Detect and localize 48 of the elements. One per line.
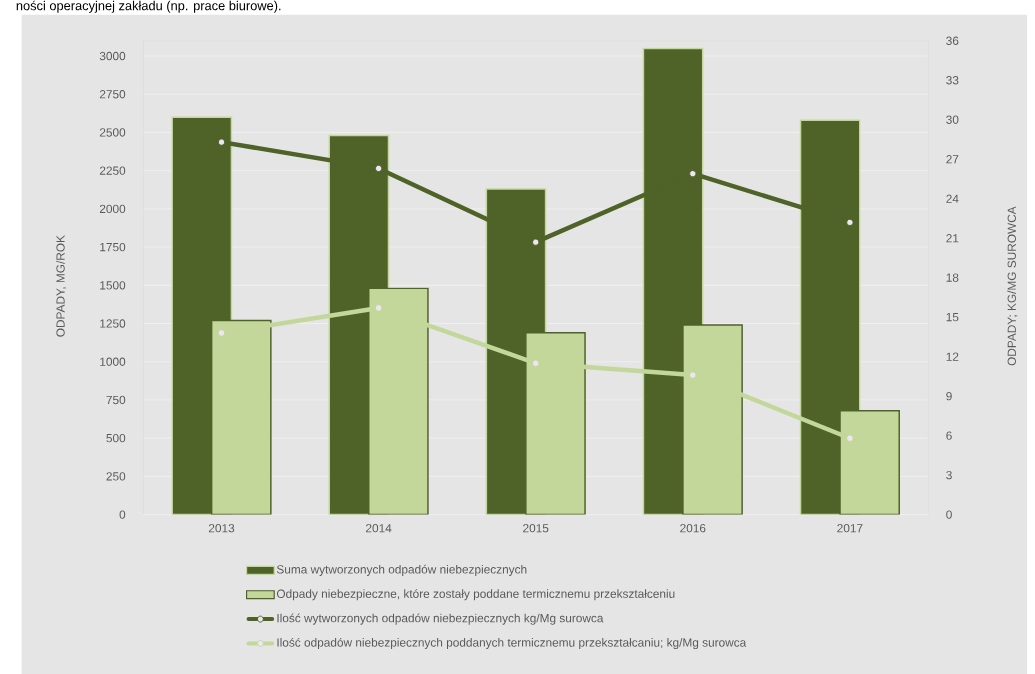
x-tick-label: 2017	[837, 524, 863, 533]
y-tick-label: 1250	[100, 319, 126, 328]
point	[689, 371, 697, 379]
y2-tick-label: 27	[946, 155, 959, 164]
y2-tick-label: 6	[946, 431, 952, 440]
point	[374, 304, 383, 312]
y2-tick-label: 3	[946, 470, 952, 480]
y-tick-label: 250	[106, 472, 126, 481]
legend-label: Ilość wytworzonych odpadów niebezpiecznych kg/Mg surowca	[277, 613, 604, 625]
y-tick-label: 500	[106, 433, 126, 443]
y-tick-label: 1000	[100, 357, 126, 366]
y2-tick-label: 21	[946, 234, 959, 243]
y-tick-label: 3000	[99, 51, 126, 61]
y2-tick-label: 9	[946, 391, 952, 401]
point	[846, 218, 854, 227]
y2-tick-label: 12	[946, 352, 959, 361]
legend-label: Odpady niebezpieczne, które zostały poddane termicznemu przekształceniu	[276, 589, 675, 601]
y-tick-label: 0	[119, 510, 126, 519]
point	[217, 329, 226, 337]
point	[846, 434, 854, 442]
y-axis-title: ODPADY, MG/ROK	[56, 235, 67, 337]
y2-tick-label: 15	[946, 313, 959, 322]
x-tick-label: 2015	[523, 524, 549, 533]
y2-tick-label: 0	[946, 510, 952, 519]
point	[374, 164, 383, 173]
y2-tick-label: 36	[946, 36, 959, 45]
y-tick-label: 2000	[99, 204, 126, 214]
legend-label: Ilość odpadów niebezpiecznych poddanych termicznemu przekształcaniu; kg/Mg surowca	[277, 637, 747, 650]
y2-tick-label: 33	[946, 76, 959, 85]
y2-axis-title: ODPADY; KG/MG SUROWCA	[1007, 206, 1018, 366]
y-tick-label: 2250	[99, 166, 126, 175]
y-tick-label: 1500	[100, 281, 126, 290]
y2-tick-label: 24	[946, 194, 959, 203]
x-tick-label: 2013	[208, 524, 235, 533]
point	[217, 138, 226, 146]
y-tick-label: 750	[106, 395, 126, 405]
text: ności operacyjnej zakładu (np. prace biurowe).	[16, 0, 281, 13]
legend-label: Suma wytworzonych odpadów niebezpiecznych	[276, 564, 527, 576]
point	[532, 238, 540, 246]
x-tick-label: 2014	[366, 524, 392, 533]
y2-tick-label: 30	[946, 115, 959, 124]
y-tick-label: 1750	[100, 242, 126, 252]
point	[532, 359, 540, 367]
y-tick-label: 2750	[99, 90, 126, 99]
y-tick-label: 2500	[99, 128, 126, 137]
point	[689, 170, 697, 178]
x-tick-label: 2016	[680, 524, 706, 533]
y2-tick-label: 18	[946, 273, 959, 282]
